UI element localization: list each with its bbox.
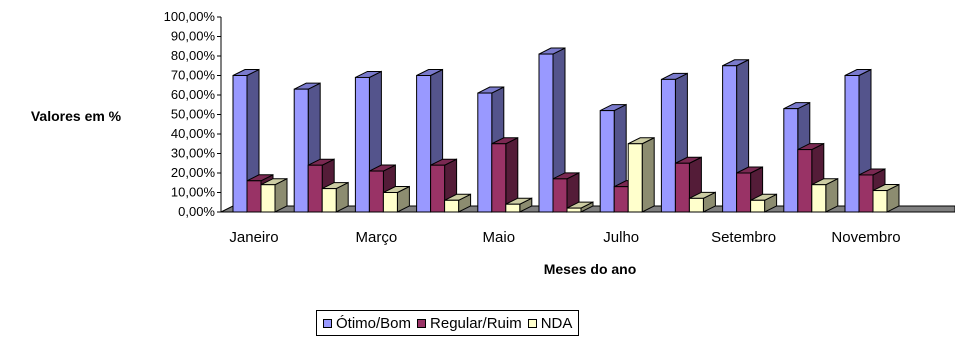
x-tick-label-novembro: Novembro xyxy=(831,229,900,246)
legend-swatch-otimo-bom xyxy=(323,318,332,328)
bar-nda-julho xyxy=(627,136,655,213)
legend-label-nda: NDA xyxy=(540,314,573,332)
legend-item-regular-ruim: Regular/Ruim xyxy=(417,315,522,332)
y-tick-label: 50,00% xyxy=(171,107,216,122)
y-tick-label: 40,00% xyxy=(171,126,216,141)
y-tick-label: 90,00% xyxy=(171,29,216,44)
y-tick-label: 20,00% xyxy=(171,165,216,180)
y-tick-label: 80,00% xyxy=(171,48,216,63)
x-tick-label-julho: Julho xyxy=(603,229,639,246)
bar-nda-marco xyxy=(382,185,410,213)
legend-item-nda: NDA xyxy=(527,314,573,332)
y-tick-label: 30,00% xyxy=(171,146,216,161)
x-axis-title: Meses do ano xyxy=(544,261,637,277)
y-tick-label: 100,00% xyxy=(164,9,216,24)
legend-swatch-nda xyxy=(527,318,537,328)
y-tick-label: 0,00% xyxy=(178,204,215,219)
x-tick-label-marco: Março xyxy=(356,229,398,246)
legend-label-otimo-bom: Ótimo/Bom xyxy=(336,314,412,332)
x-tick-label-setembro: Setembro xyxy=(711,229,776,246)
legend-swatch-regular-ruim xyxy=(417,318,427,328)
bar-nda-maio xyxy=(505,197,533,213)
bar-nda-janeiro xyxy=(260,177,288,213)
bar-nda-outubro xyxy=(811,177,839,213)
x-tick-label-janeiro: Janeiro xyxy=(229,229,278,246)
y-tick-label: 60,00% xyxy=(171,87,216,102)
bar-regular-ruim-junho xyxy=(552,172,580,213)
bar-nda-fevereiro xyxy=(321,181,349,213)
legend-item-otimo-bom: Ótimo/Bom xyxy=(323,315,411,332)
y-tick-label: 10,00% xyxy=(171,185,216,200)
chart-legend: Ótimo/Bom Regular/Ruim NDA xyxy=(316,310,580,336)
y-axis-title: Valores em % xyxy=(31,108,122,124)
y-tick-label: 70,00% xyxy=(171,68,216,83)
bar-nda-setembro xyxy=(750,193,778,213)
legend-label-regular-ruim: Regular/Ruim xyxy=(430,314,522,332)
bar-otimo-bom-junho xyxy=(538,47,566,213)
bar-otimo-bom-fevereiro xyxy=(293,82,321,213)
bar-nda-agosto xyxy=(688,191,716,213)
bar-nda-abril xyxy=(444,193,472,213)
bar-regular-ruim-maio xyxy=(491,136,519,213)
bar-nda-junho xyxy=(566,201,594,213)
bar-nda-novembro xyxy=(872,183,900,213)
x-tick-label-maio: Maio xyxy=(483,229,516,246)
